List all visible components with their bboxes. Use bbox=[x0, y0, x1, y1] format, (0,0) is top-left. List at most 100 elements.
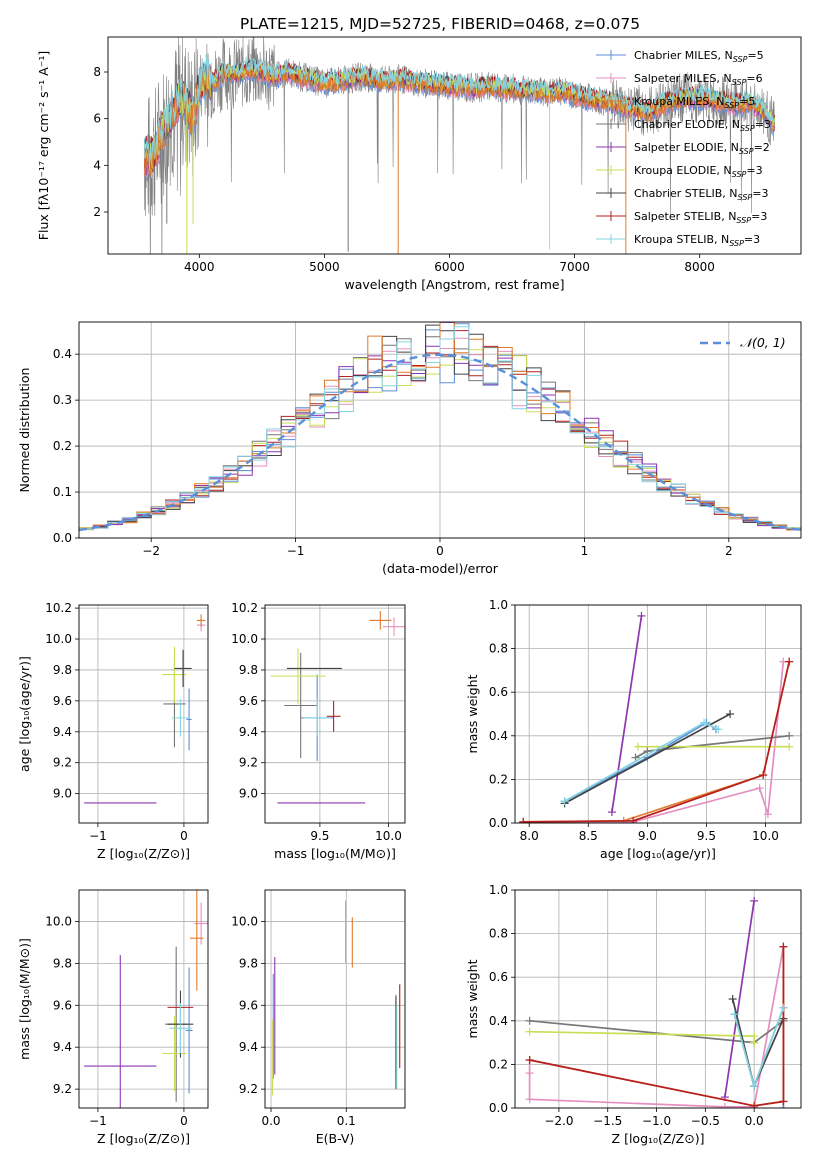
x-tick-label: 8.0 bbox=[520, 829, 539, 843]
mass-weight-marker bbox=[730, 1010, 739, 1019]
panel-mass-vs-EBV: 0.0 0.1 9.2 9.4 9.6 9.8 10.0 E(B-V) bbox=[231, 889, 406, 1146]
y-tick-label: 0.0 bbox=[489, 816, 508, 830]
mass-weight-series bbox=[733, 1007, 785, 1089]
mass-weight-marker bbox=[750, 1082, 759, 1091]
residual-histogram-series bbox=[79, 326, 801, 530]
panel-age-vs-mass: 9.5 10.0 9.0 9.2 9.4 9.6 9.8 10.0 10.2 mass [log₁… bbox=[231, 601, 406, 861]
panel-residual-histogram: −2 −1 0 1 2 0.0 0.1 0.2 0.3 0.4 (data-model)/error… bbox=[17, 321, 802, 576]
x-tick-label: 10.0 bbox=[375, 829, 402, 843]
x-tick-label: 7000 bbox=[559, 260, 590, 274]
x-tick-label: 4000 bbox=[184, 260, 215, 274]
mass-weight-marker bbox=[750, 1038, 759, 1047]
x-tick-label: −1.0 bbox=[642, 1114, 671, 1128]
legend-entry: Kroupa STELIB, NSSP=3 bbox=[596, 233, 760, 248]
panel-age-vs-Z: −1 0 9.0 9.2 9.4 9.6 9.8 10.0 10.2 Z [log₁₀(Z/Z⊙)… bbox=[17, 601, 209, 861]
model-spectrum bbox=[143, 66, 776, 177]
y-tick-label: 9.2 bbox=[53, 756, 72, 770]
y-axis-label: mass weight bbox=[465, 674, 480, 753]
mass-weight-marker bbox=[525, 1027, 534, 1036]
error-bar-point bbox=[162, 646, 187, 703]
y-tick-label: 9.2 bbox=[239, 756, 258, 770]
y-tick-label: 9.4 bbox=[239, 1040, 258, 1054]
mass-weight-series bbox=[523, 661, 791, 823]
x-tick-label: 0.0 bbox=[261, 1114, 280, 1128]
x-axis-label: age [log₁₀(age/yr)] bbox=[600, 846, 716, 861]
plot-area bbox=[84, 614, 206, 804]
error-bar-point bbox=[383, 617, 405, 636]
mass-weight-series bbox=[529, 946, 785, 1107]
x-tick-label: 0.0 bbox=[745, 1114, 764, 1128]
error-bar-point bbox=[186, 688, 192, 751]
y-tick-label: 10.0 bbox=[45, 632, 72, 646]
panel-spectrum: 4000 5000 6000 7000 8000 2 4 6 8 wavelength [Angs… bbox=[36, 36, 802, 292]
mass-weight-marker bbox=[763, 810, 772, 819]
y-tick-label: 0.6 bbox=[489, 685, 508, 699]
x-tick-label: 1 bbox=[581, 544, 589, 558]
x-tick-label: 9.5 bbox=[697, 829, 716, 843]
y-tick-label: 0.0 bbox=[53, 531, 72, 545]
legend-entry: Chabrier STELIB, NSSP=3 bbox=[596, 187, 768, 202]
error-bar-point bbox=[369, 611, 392, 630]
y-tick-label: 0.2 bbox=[489, 772, 508, 786]
legend-label: Chabrier ELODIE, NSSP=3 bbox=[634, 118, 771, 133]
axes-frame bbox=[264, 889, 406, 1109]
mass-weight-marker bbox=[779, 1003, 788, 1012]
y-tick-label: 9.8 bbox=[239, 663, 258, 677]
mass-weight-marker bbox=[720, 1102, 729, 1108]
legend-label: Chabrier MILES, NSSP=5 bbox=[634, 49, 764, 64]
mass-weight-series bbox=[564, 713, 731, 805]
y-tick-label: 9.4 bbox=[53, 725, 72, 739]
mass-weight-series bbox=[523, 660, 790, 823]
mass-weight-marker bbox=[726, 710, 735, 718]
figure-title: PLATE=1215, MJD=52725, FIBERID=0468, z=0… bbox=[240, 15, 640, 33]
y-axis-label: mass weight bbox=[465, 959, 480, 1038]
plot-area bbox=[143, 37, 776, 254]
axes-frame bbox=[78, 604, 209, 824]
x-axis-label: Z [log₁₀(Z/Z⊙)] bbox=[97, 1131, 190, 1146]
plot-area bbox=[79, 322, 801, 532]
y-tick-label: 9.4 bbox=[239, 725, 258, 739]
mass-weight-series bbox=[733, 1007, 785, 1108]
mass-weight-marker bbox=[700, 718, 709, 727]
mass-weight-marker bbox=[785, 731, 794, 740]
mass-weight-marker bbox=[637, 611, 646, 620]
axes-frame bbox=[78, 889, 209, 1109]
axes-frame bbox=[78, 321, 802, 539]
mass-weight-marker bbox=[525, 1095, 534, 1104]
x-tick-label: −1 bbox=[287, 544, 305, 558]
mass-weight-marker bbox=[633, 742, 642, 751]
x-tick-label: 9.0 bbox=[638, 829, 657, 843]
x-tick-label: 2 bbox=[725, 544, 733, 558]
error-bar-point bbox=[284, 652, 318, 759]
legend-label: Salpeter MILES, NSSP=6 bbox=[634, 72, 763, 87]
mass-weight-marker bbox=[525, 1016, 534, 1025]
error-bar-point bbox=[169, 1003, 192, 1054]
plot-area bbox=[270, 611, 405, 804]
y-axis-label: Normed distribution bbox=[17, 368, 32, 493]
error-bar-point bbox=[326, 700, 341, 732]
mass-weight-marker bbox=[750, 896, 759, 905]
y-tick-label: 10.0 bbox=[231, 632, 258, 646]
panel-mass-weight-vs-Z: −2.0 −1.5 −1.0 −0.5 0.0 0.0 0.2 0.4 0.6 0.8 1.0 Z [… bbox=[465, 883, 802, 1146]
y-tick-label: 0.3 bbox=[53, 393, 72, 407]
error-bar-point bbox=[185, 967, 193, 1094]
y-tick-label: 10.2 bbox=[45, 601, 72, 615]
x-tick-label: 9.5 bbox=[310, 829, 329, 843]
y-tick-label: 0.4 bbox=[489, 1014, 508, 1028]
y-axis-label: age [log₁₀(age/yr)] bbox=[17, 656, 32, 772]
y-tick-label: 0.4 bbox=[53, 347, 72, 361]
mass-weight-marker bbox=[785, 657, 794, 666]
y-tick-label: 0.2 bbox=[489, 1057, 508, 1071]
mass-weight-marker bbox=[631, 753, 640, 762]
legend-label: Salpeter ELODIE, NSSP=2 bbox=[634, 141, 770, 156]
mass-weight-marker bbox=[759, 771, 768, 780]
y-tick-label: 9.6 bbox=[53, 694, 72, 708]
y-tick-label: 10.0 bbox=[231, 914, 258, 928]
mass-weight-marker bbox=[779, 1097, 788, 1106]
mass-weight-marker bbox=[728, 995, 737, 1003]
y-tick-label: 9.2 bbox=[239, 1082, 258, 1096]
y-tick-label: 9.8 bbox=[53, 956, 72, 970]
axes-frame bbox=[514, 604, 802, 824]
x-axis-label: E(B-V) bbox=[316, 1131, 355, 1146]
mass-weight-series bbox=[523, 661, 791, 823]
